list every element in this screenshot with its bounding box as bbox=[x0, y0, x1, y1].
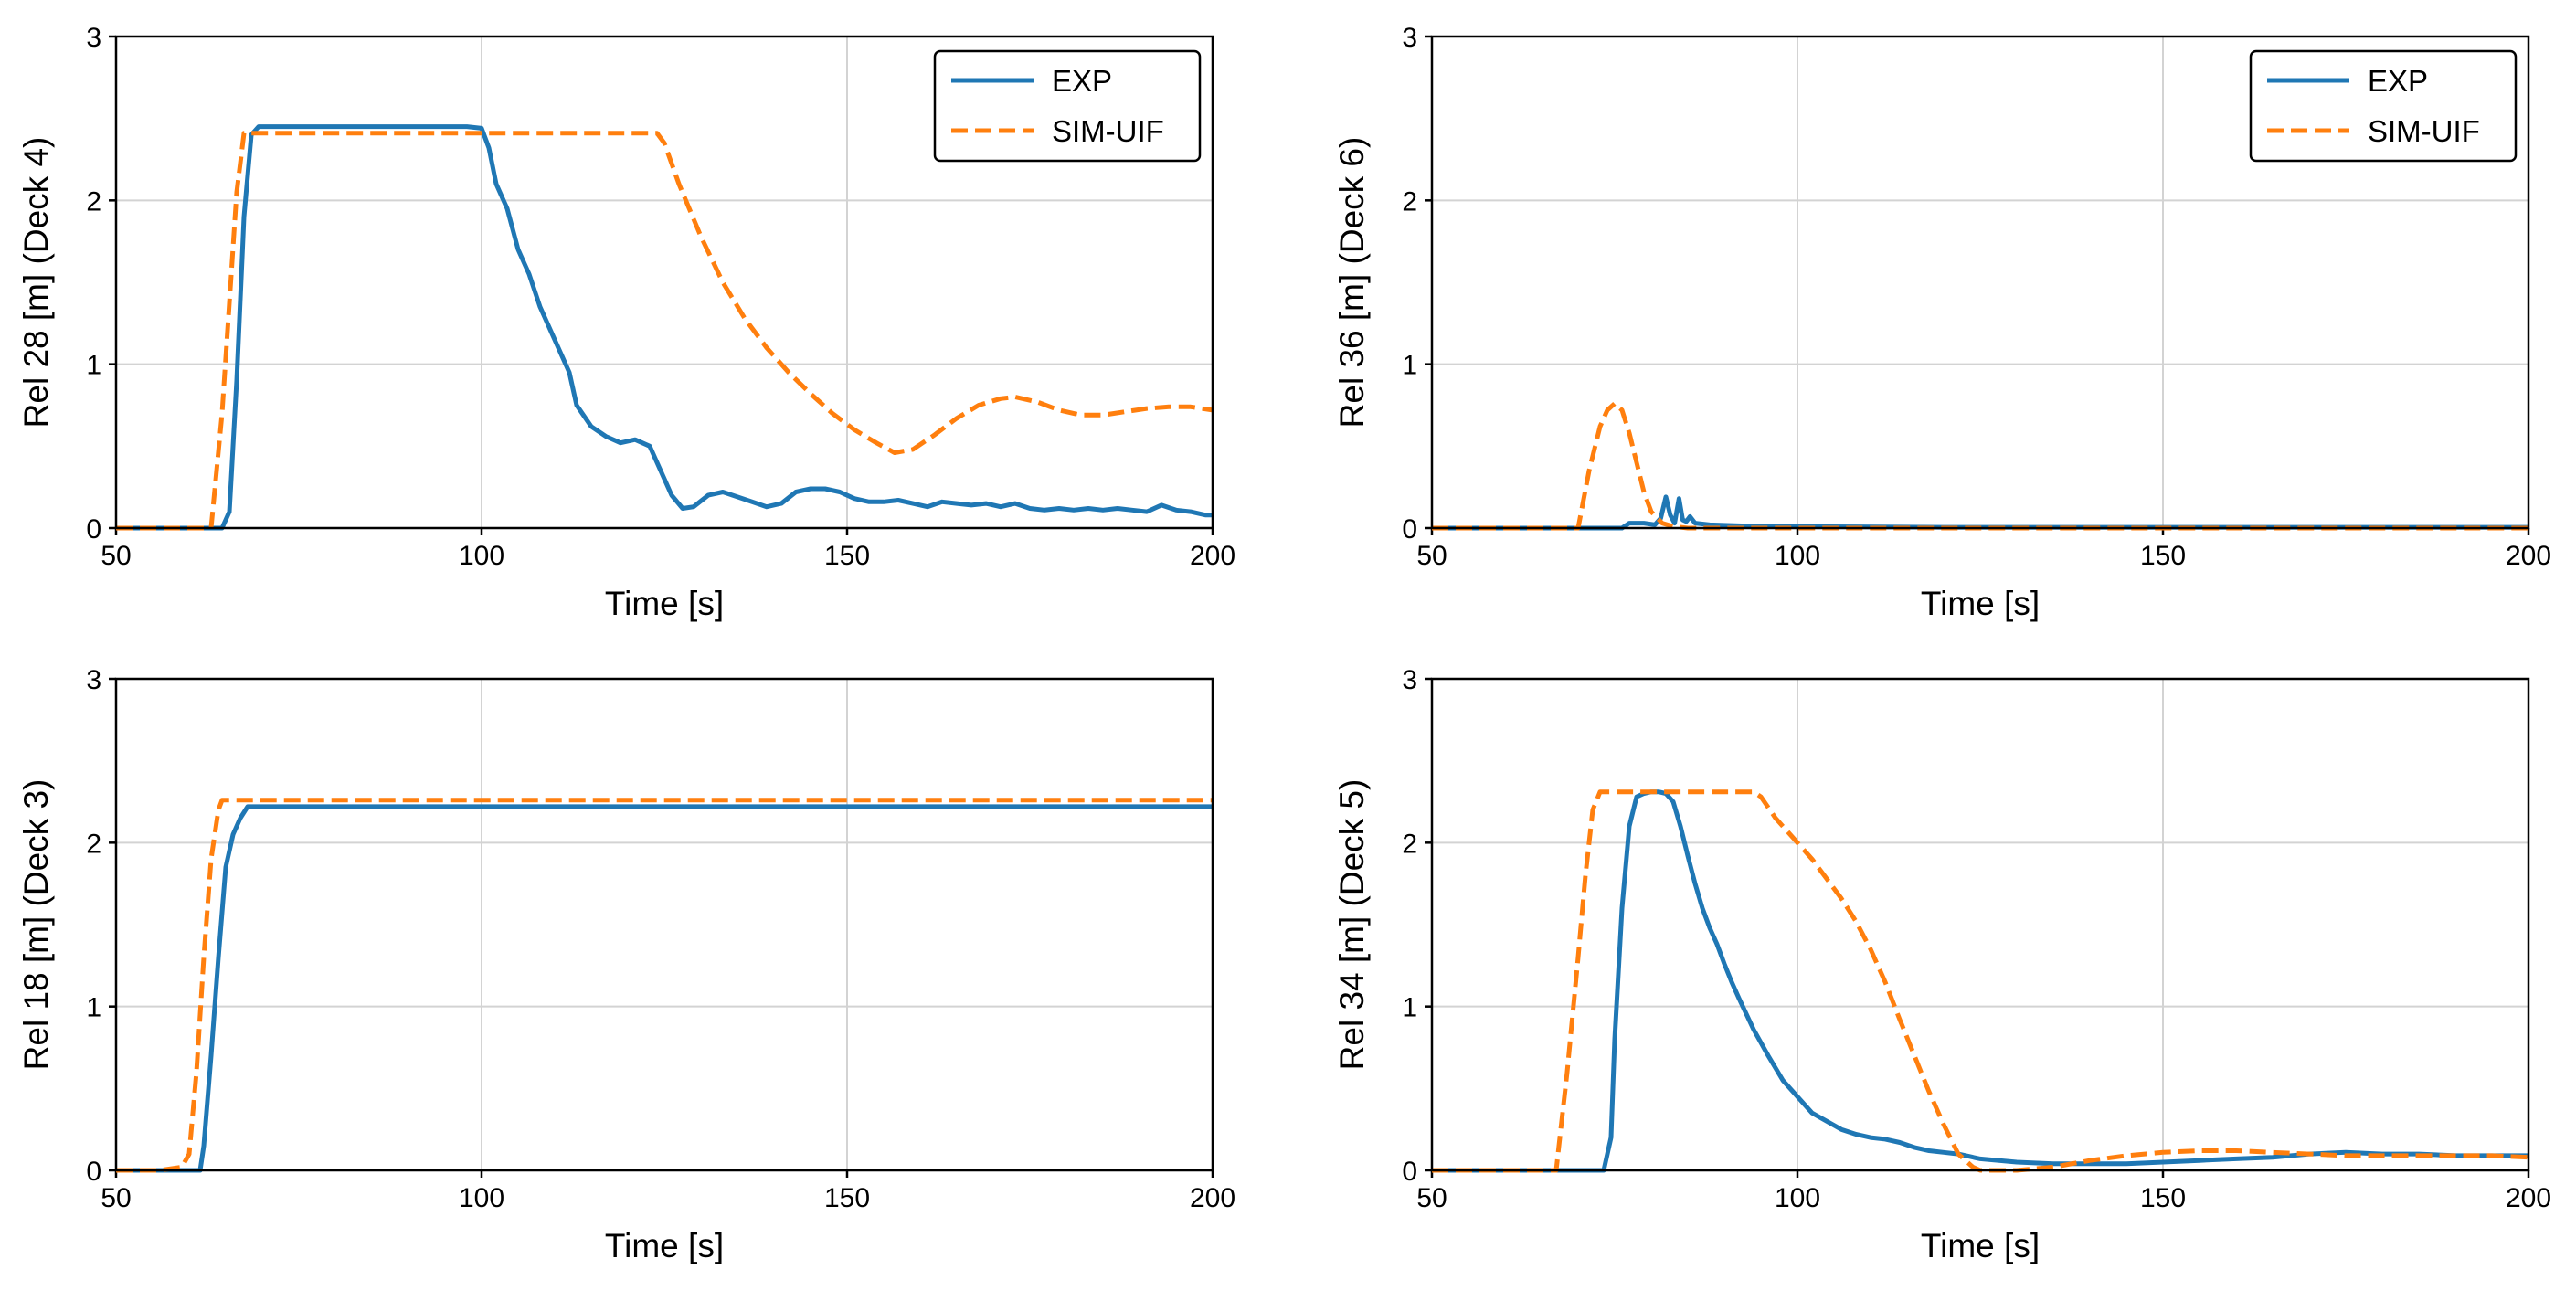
legend: EXP SIM-UIF bbox=[2249, 49, 2518, 163]
series-line-sim-uif bbox=[1432, 789, 2529, 1173]
x-tick-label: 50 bbox=[101, 1183, 131, 1213]
series-line-exp bbox=[1432, 494, 2528, 531]
y-tick-label: 1 bbox=[86, 351, 101, 381]
y-axis-label: Rel 34 [m] (Deck 5) bbox=[1333, 779, 1371, 1071]
x-tick-label: 50 bbox=[1416, 1183, 1447, 1213]
y-axis-label: Rel 36 [m] (Deck 6) bbox=[1333, 137, 1371, 428]
x-tick-label: 200 bbox=[1190, 541, 1235, 571]
y-tick-label: 2 bbox=[1402, 186, 1417, 217]
y-tick-label: 2 bbox=[1402, 829, 1417, 859]
plot-frame bbox=[114, 35, 1214, 530]
y-tick-label: 2 bbox=[86, 186, 101, 217]
plot-frame bbox=[114, 677, 1214, 1172]
x-tick-label: 150 bbox=[824, 541, 870, 571]
x-tick-label: 100 bbox=[1775, 541, 1820, 571]
x-tick-label: 150 bbox=[824, 1183, 870, 1213]
plot-frame bbox=[1430, 35, 2530, 530]
y-tick-label: 0 bbox=[86, 514, 101, 545]
x-tick-label: 200 bbox=[2506, 541, 2551, 571]
legend-label: EXP bbox=[2368, 64, 2428, 98]
y-tick-label: 1 bbox=[86, 993, 101, 1023]
series-line-exp bbox=[116, 124, 1213, 531]
series-line-sim-uif bbox=[1432, 401, 2528, 531]
y-tick-label: 1 bbox=[1402, 993, 1417, 1023]
plot-frame bbox=[1430, 677, 2530, 1172]
x-tick-label: 100 bbox=[1775, 1183, 1820, 1213]
x-axis-label: Time [s] bbox=[605, 1227, 724, 1264]
x-axis-label: Time [s] bbox=[1921, 585, 2040, 622]
x-axis-label: Time [s] bbox=[605, 585, 724, 622]
y-tick-label: 3 bbox=[86, 23, 101, 53]
x-tick-label: 150 bbox=[2140, 541, 2186, 571]
x-tick-label: 50 bbox=[101, 541, 131, 571]
y-tick-label: 0 bbox=[1402, 1157, 1417, 1187]
y-tick-label: 1 bbox=[1402, 351, 1417, 381]
legend-label: SIM-UIF bbox=[1052, 114, 1164, 148]
x-axis-label: Time [s] bbox=[1921, 1227, 2040, 1264]
y-axis-label: Rel 28 [m] (Deck 4) bbox=[17, 137, 55, 428]
series-line-sim-uif bbox=[116, 798, 1213, 1173]
legend: EXP SIM-UIF bbox=[933, 49, 1202, 163]
chart-panel-rel18: 50 100 150 200 0 1 2 3 Time [s] Rel 18 [m] (Deck … bbox=[17, 665, 1235, 1264]
y-tick-label: 0 bbox=[86, 1157, 101, 1187]
y-tick-label: 3 bbox=[1402, 665, 1417, 695]
x-tick-label: 100 bbox=[459, 541, 504, 571]
series-line-sim-uif bbox=[116, 131, 1214, 531]
x-tick-label: 150 bbox=[2140, 1183, 2186, 1213]
x-tick-label: 200 bbox=[2506, 1183, 2551, 1213]
legend-label: EXP bbox=[1052, 64, 1112, 98]
x-tick-label: 200 bbox=[1190, 1183, 1235, 1213]
y-tick-label: 0 bbox=[1402, 514, 1417, 545]
legend-label: SIM-UIF bbox=[2368, 114, 2480, 148]
x-tick-label: 100 bbox=[459, 1183, 504, 1213]
y-axis-label: Rel 18 [m] (Deck 3) bbox=[17, 779, 55, 1071]
chart-panel-rel36: 50 100 150 200 0 1 2 3 Time [s] Rel 36 [m] (Deck … bbox=[1333, 23, 2551, 622]
series-line-exp bbox=[116, 804, 1213, 1173]
y-tick-label: 3 bbox=[86, 665, 101, 695]
x-tick-label: 50 bbox=[1416, 541, 1447, 571]
series-line-exp bbox=[1432, 789, 2528, 1173]
chart-panel-rel28: 50 100 150 200 0 1 2 3 Time [s] Rel 28 [m] (Deck … bbox=[17, 23, 1235, 622]
y-tick-label: 2 bbox=[86, 829, 101, 859]
y-tick-label: 3 bbox=[1402, 23, 1417, 53]
chart-panel-rel34: 50 100 150 200 0 1 2 3 Time [s] Rel 34 [m] (Deck … bbox=[1333, 665, 2551, 1264]
